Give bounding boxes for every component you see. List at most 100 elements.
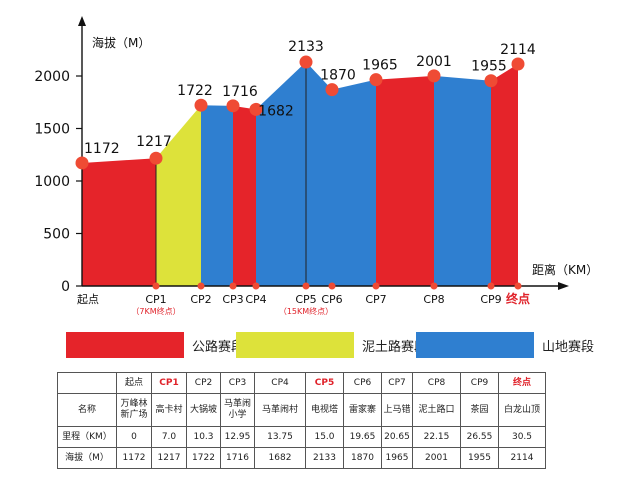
data-label-9: 1955 [471,59,507,75]
data-point-9 [484,74,498,88]
x-tick-label-7: CP7 [365,293,386,306]
axis-marker-7 [372,282,380,290]
table-cell: CP9 [460,372,499,394]
table-cell: 上马错 [381,393,413,427]
segment-6 [332,79,376,286]
data-point-3 [226,99,240,113]
axis-marker-8 [430,282,438,290]
y-tick-label: 2000 [34,69,70,85]
table-cell: CP6 [343,372,382,394]
data-label-5: 2133 [288,39,324,55]
table-cell: CP1 [151,372,187,394]
table-cell: 15.0 [305,426,344,448]
table-cell: 19.65 [343,426,382,448]
axis-marker-3 [229,282,237,290]
checkpoint-table: 起点 CP1 CP2 CP3 CP4 CP5 CP6 CP7 CP8 CP9 终点 名称 万峰林 新广场高… [57,372,546,469]
legend-label-dirt: 泥土路赛段 [362,340,428,355]
table-cell: 13.75 [254,426,306,448]
data-point-6 [325,83,339,97]
data-label-0: 1172 [84,141,120,157]
table-cell: 1172 [116,447,152,469]
segment-0 [82,158,156,286]
table-cell: 2133 [305,447,344,469]
axis-marker-5 [302,282,310,290]
axis-marker-9 [487,282,495,290]
segment-5 [306,62,332,286]
table-cell [57,372,117,394]
data-label-2: 1722 [177,83,213,99]
table-cell: 海拔（M） [57,447,117,469]
x-tick-note-1: （7KM终点） [131,306,180,316]
x-axis-title: 距离（KM） [532,262,598,277]
table-cell: 10.3 [186,426,221,448]
x-tick-note-5: （15KM终点） [279,306,333,316]
table-cell: 里程（KM） [57,426,117,448]
table-cell: 1722 [186,447,221,469]
segment-1 [156,105,201,286]
table-cell: 终点 [498,372,546,394]
data-point-4 [249,102,263,116]
legend-swatch-mountain [416,332,534,358]
table-cell: 1955 [460,447,499,469]
x-tick-label-8: CP8 [423,293,444,306]
legend-label-mountain: 山地赛段 [542,340,595,355]
y-tick-label: 1500 [34,122,70,138]
data-point-7 [369,73,383,87]
legend-label-road: 公路赛段 [192,340,245,355]
table-cell: 名称 [57,393,117,427]
table-row: 海拔（M） 1172 1217 1722 1716 1682 2133 1870 1965 200… [57,447,546,469]
x-tick-label-4: CP4 [245,293,266,306]
x-tick-label-10: 终点 [506,291,530,306]
table-cell: CP5 [305,372,344,394]
axis-marker-4 [252,282,260,290]
table-cell: 7.0 [151,426,187,448]
axis-marker-10 [514,282,522,290]
x-tick-label-6: CP6 [321,293,342,306]
legend-swatch-road [66,332,184,358]
y-axis-title: 海拔（M） [92,35,150,50]
axis-marker-6 [328,282,336,290]
x-tick-label-5: CP5 [295,293,316,306]
data-point-2 [194,98,208,112]
table-cell: 白龙山顶 [498,393,546,427]
table-cell: 起点 [116,372,152,394]
y-axis-arrow [78,16,86,26]
x-tick-label-0: 起点 [77,293,99,306]
table-cell: 30.5 [498,426,546,448]
table-cell: CP4 [254,372,306,394]
data-point-10 [511,57,525,71]
table-cell: 12.95 [220,426,255,448]
table-cell: 茶园 [460,393,499,427]
data-label-3: 1716 [222,84,258,100]
y-tick-label: 1000 [34,174,70,190]
axis-marker-2 [197,282,205,290]
table-cell: 电视塔 [305,393,344,427]
table-row: 名称 万峰林 新广场 高卡村 大锅坡 马革闹 小学 马革闹村 电视塔 雷家寨 上马错 泥土路口 茶园 白龙… [57,393,546,427]
table-cell: CP3 [220,372,255,394]
data-label-1: 1217 [136,134,172,150]
table-cell: CP8 [412,372,461,394]
table-cell: 1870 [343,447,382,469]
table-row: 起点 CP1 CP2 CP3 CP4 CP5 CP6 CP7 CP8 CP9 终点 [57,372,546,394]
segment-7 [376,75,434,287]
segment-2 [201,105,233,286]
table-cell: 万峰林 新广场 [116,393,152,427]
segment-8 [434,75,491,287]
table-cell: 0 [116,426,152,448]
y-tick-label: 0 [61,279,70,295]
data-point-5 [299,55,313,69]
data-point-8 [427,69,441,83]
table-cell: 2001 [412,447,461,469]
table-cell: 1682 [254,447,306,469]
x-tick-label-3: CP3 [222,293,243,306]
data-point-1 [149,151,163,165]
table-cell: CP2 [186,372,221,394]
table-cell: 20.65 [381,426,413,448]
table-cell: 1965 [381,447,413,469]
table-cell: 1217 [151,447,187,469]
data-label-4: 1682 [258,103,294,119]
data-label-10: 2114 [500,42,536,58]
table-cell: 1716 [220,447,255,469]
table-cell: 22.15 [412,426,461,448]
data-label-6: 1870 [320,68,356,84]
